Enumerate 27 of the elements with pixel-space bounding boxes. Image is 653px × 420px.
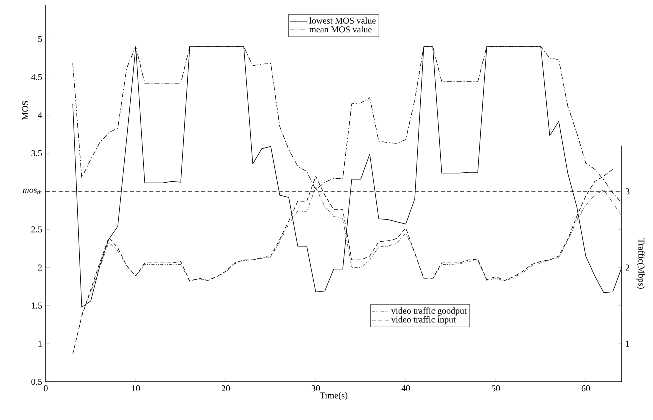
x-tick-label: 50 bbox=[492, 386, 500, 392]
y-tick-label: 0.5 bbox=[32, 378, 42, 386]
legend-label: lowest MOS value bbox=[310, 18, 376, 24]
legend-label: mean MOS value bbox=[310, 26, 372, 33]
y-tick-label: 1.5 bbox=[32, 302, 42, 309]
y-tick-label: 2.5 bbox=[32, 226, 42, 233]
x-tick-label: 60 bbox=[582, 386, 590, 392]
x-tick-label: 0 bbox=[44, 386, 48, 392]
x-tick-label: 10 bbox=[132, 386, 140, 392]
x-axis-title: Time(s) bbox=[320, 392, 348, 401]
y2-tick-label: 1 bbox=[626, 340, 630, 347]
y-tick-label: 4.5 bbox=[31, 74, 42, 80]
x-tick-label: 40 bbox=[402, 386, 410, 392]
legend-label: video traffic input bbox=[391, 316, 456, 325]
y-tick-label: 2 bbox=[38, 264, 42, 271]
y-tick-label: 1 bbox=[38, 340, 42, 347]
y2-axis-title: Traffic(Mbps) bbox=[636, 238, 646, 289]
y2-tick-label: 3 bbox=[626, 188, 630, 195]
y-axis-title: MOS bbox=[22, 101, 28, 120]
x-tick-label: 20 bbox=[222, 386, 230, 392]
y-tick-label: 4 bbox=[38, 112, 42, 118]
ref-line-label: mos$_{th}$ bbox=[23, 188, 42, 194]
x-tick-label: 30 bbox=[312, 386, 320, 392]
y-tick-label: 5 bbox=[38, 36, 42, 42]
legend-label: video traffic goodput bbox=[391, 308, 467, 316]
y2-tick-label: 2 bbox=[626, 264, 630, 271]
y-tick-label: 3.5 bbox=[32, 150, 42, 157]
